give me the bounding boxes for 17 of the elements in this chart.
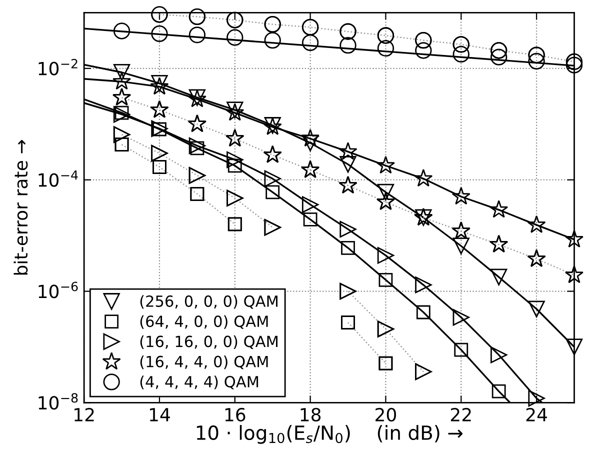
legend-label: (4, 4, 4, 4) QAM: [140, 376, 258, 390]
x-tick-label: 20: [376, 408, 396, 422]
y-axis-title: bit-error rate →: [14, 140, 28, 275]
legend-label: (256, 0, 0, 0) QAM: [140, 295, 278, 309]
legend-label: (16, 16, 0, 0) QAM: [140, 335, 278, 350]
y-tick-label: 10$^{−2}$: [38, 58, 78, 76]
legend-label: (16, 4, 4, 0) QAM: [140, 356, 268, 370]
x-tick-label: 22: [450, 408, 471, 422]
x-axis-title: 10 · log$_{10}$(E$_{s}$/N$_{0}$) (in dB) →: [196, 425, 463, 444]
y-tick-label: 10$^{−6}$: [38, 282, 78, 298]
x-tick-label: 16: [225, 408, 246, 422]
legend-label: (64, 4, 0, 0) QAM: [140, 315, 268, 329]
x-tick-label: 12: [74, 408, 94, 422]
x-tick-label: 18: [300, 408, 321, 422]
x-tick-label: 24: [526, 408, 548, 422]
x-tick-label: 14: [150, 408, 170, 422]
y-tick-label: 10$^{−4}$: [38, 170, 78, 187]
